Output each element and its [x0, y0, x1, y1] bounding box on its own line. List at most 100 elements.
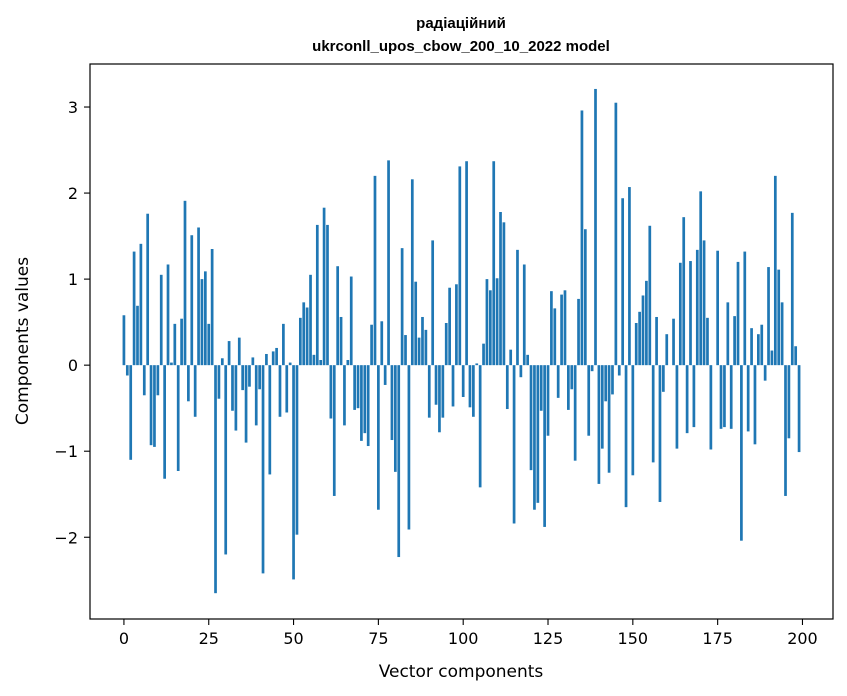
bar-144: [611, 365, 614, 395]
bar-15: [173, 323, 177, 366]
bar-66: [346, 360, 350, 366]
bar-29: [220, 358, 224, 366]
x-tick-label: 100: [448, 629, 479, 648]
bar-108: [488, 290, 492, 366]
bar-3: [132, 251, 136, 366]
bar-70: [360, 365, 363, 441]
y-tick-label: 3: [68, 98, 78, 117]
bar-131: [567, 365, 570, 410]
bar-199: [797, 365, 801, 453]
x-tick-label: 175: [702, 629, 733, 648]
bar-87: [417, 337, 421, 366]
bar-111: [499, 212, 502, 366]
bar-24: [203, 271, 207, 366]
bar-33: [234, 365, 238, 431]
bar-197: [790, 212, 794, 366]
bar-92: [434, 365, 438, 405]
bar-171: [702, 240, 706, 366]
bar-1: [125, 365, 129, 376]
bar-138: [590, 365, 594, 372]
bar-93: [438, 365, 441, 433]
bar-134: [577, 298, 580, 366]
bar-170: [699, 191, 703, 366]
bar-76: [380, 321, 384, 366]
bar-110: [495, 278, 499, 366]
bar-135: [580, 110, 584, 366]
bar-51: [295, 365, 299, 535]
bar-89: [424, 329, 428, 366]
bar-140: [597, 365, 601, 484]
bar-39: [254, 365, 258, 426]
bar-187: [757, 334, 760, 366]
bar-152: [638, 311, 641, 366]
bar-62: [332, 365, 336, 496]
bar-61: [329, 365, 333, 419]
x-axis-ticks: 0 25 50 75 100 125 150 175 200: [119, 619, 818, 648]
bar-166: [685, 365, 689, 434]
bar-178: [726, 302, 730, 366]
bar-90: [427, 365, 431, 418]
bar-198: [794, 346, 798, 366]
bar-179: [729, 365, 733, 429]
bar-183: [743, 251, 747, 366]
x-tick-label: 75: [368, 629, 388, 648]
y-tick-label: −2: [54, 528, 78, 547]
bar-196: [787, 365, 791, 439]
bar-104: [475, 363, 479, 366]
bar-147: [621, 198, 625, 366]
bar-4: [136, 305, 139, 366]
bars-group: [122, 88, 801, 594]
bar-151: [634, 323, 638, 366]
bar-18: [183, 200, 187, 366]
bar-8: [149, 365, 153, 446]
bar-13: [166, 264, 170, 366]
bar-25: [207, 323, 211, 366]
bar-154: [645, 280, 648, 366]
bar-143: [607, 365, 611, 473]
bar-113: [505, 365, 509, 410]
bar-103: [472, 365, 475, 417]
bar-20: [190, 235, 194, 366]
x-tick-label: 200: [787, 629, 818, 648]
bar-176: [719, 365, 723, 429]
bar-160: [665, 334, 669, 366]
bar-172: [706, 317, 709, 366]
bar-150: [631, 365, 635, 476]
bar-79: [390, 365, 394, 441]
bar-44: [271, 351, 275, 366]
bar-102: [468, 365, 472, 408]
bar-136: [583, 229, 587, 366]
bar-9: [153, 365, 156, 447]
bar-46: [278, 365, 282, 417]
bar-50: [292, 365, 295, 580]
bar-5: [139, 243, 143, 366]
bar-141: [600, 365, 604, 449]
bar-145: [614, 102, 618, 366]
bar-95: [444, 323, 448, 366]
bar-194: [780, 302, 784, 366]
bar-0: [122, 315, 126, 366]
bar-101: [465, 161, 468, 366]
y-tick-label: −1: [54, 442, 78, 461]
y-axis-label: Components values: [13, 257, 33, 425]
bar-119: [526, 354, 530, 366]
bar-117: [519, 365, 523, 378]
bar-74: [373, 175, 377, 366]
bar-193: [777, 269, 781, 366]
bar-42: [265, 353, 268, 366]
bar-175: [716, 250, 719, 366]
bar-7: [146, 213, 150, 366]
y-tick-label: 0: [68, 356, 78, 375]
bar-91: [431, 240, 435, 366]
bar-53: [302, 302, 306, 366]
bar-65: [343, 365, 346, 426]
bar-31: [227, 341, 231, 366]
bar-153: [641, 295, 645, 366]
bar-49: [288, 362, 292, 366]
bar-72: [366, 365, 370, 447]
bar-100: [461, 365, 465, 397]
bar-48: [285, 365, 289, 413]
bar-59: [322, 207, 326, 366]
bar-112: [502, 222, 506, 366]
bar-148: [624, 365, 628, 508]
